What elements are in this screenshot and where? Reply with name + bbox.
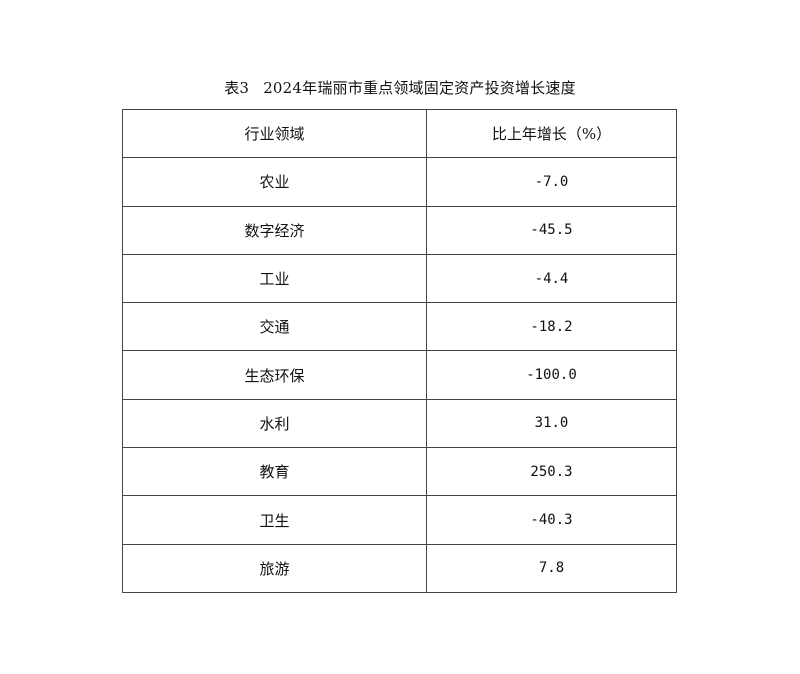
growth-cell: -100.0: [426, 350, 677, 400]
header-sector: 行业领域: [122, 108, 427, 159]
table-title: 2024年瑞丽市重点领域固定资产投资增长速度: [263, 79, 576, 97]
sector-cell: 旅游: [122, 543, 427, 593]
table-number: 表3: [224, 79, 250, 97]
sector-cell: 交通: [122, 302, 427, 352]
investment-growth-table: 行业领域 比上年增长（%） 农业 -7.0 数字经济 -45.5 工业 -4.4 交通 -18…: [122, 108, 677, 593]
table-row: 教育 250.3: [122, 447, 677, 497]
table-caption: 表3 2024年瑞丽市重点领域固定资产投资增长速度: [0, 77, 800, 98]
growth-cell: 7.8: [426, 543, 677, 593]
table-row: 旅游 7.8: [122, 543, 677, 593]
growth-cell: -7.0: [426, 157, 677, 207]
table-row: 农业 -7.0: [122, 157, 677, 207]
growth-cell: -18.2: [426, 302, 677, 352]
sector-cell: 水利: [122, 398, 427, 449]
growth-cell: 31.0: [426, 398, 677, 449]
table-row: 水利 31.0: [122, 398, 677, 449]
sector-cell: 教育: [122, 447, 427, 497]
table-row: 卫生 -40.3: [122, 495, 677, 545]
growth-cell: -45.5: [426, 205, 677, 255]
sector-cell: 卫生: [122, 495, 427, 545]
table-row: 交通 -18.2: [122, 302, 677, 352]
sector-cell: 生态环保: [122, 350, 427, 400]
table-header-row: 行业领域 比上年增长（%）: [122, 108, 677, 159]
sector-cell: 工业: [122, 253, 427, 304]
header-growth: 比上年增长（%）: [426, 108, 677, 159]
growth-cell: 250.3: [426, 447, 677, 497]
sector-cell: 农业: [122, 157, 427, 207]
sector-cell: 数字经济: [122, 205, 427, 255]
growth-cell: -4.4: [426, 253, 677, 304]
growth-cell: -40.3: [426, 495, 677, 545]
table-row: 工业 -4.4: [122, 253, 677, 304]
table-row: 数字经济 -45.5: [122, 205, 677, 255]
table-row: 生态环保 -100.0: [122, 350, 677, 400]
